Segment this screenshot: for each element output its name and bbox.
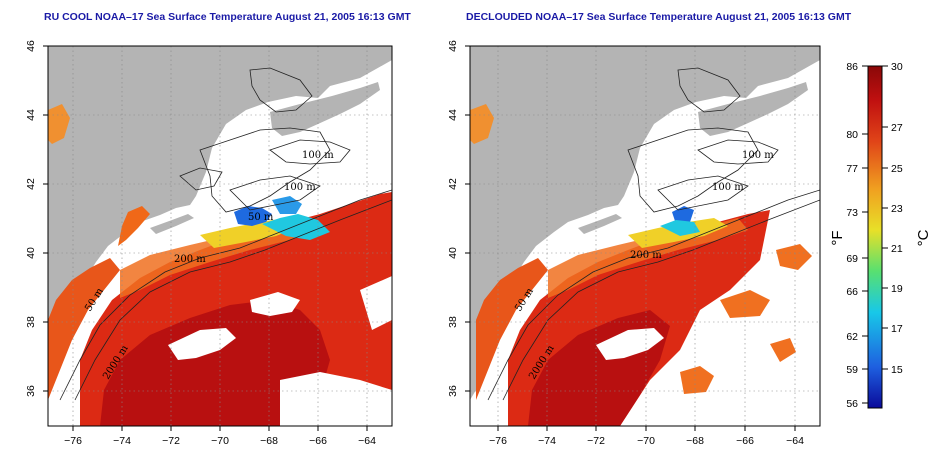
x-tick-label: −74: [113, 435, 131, 447]
shelf-orange: [548, 218, 748, 298]
x-tick-label: −70: [211, 435, 229, 447]
colorbar-f-label: 77: [846, 163, 858, 175]
cloud-gap: [250, 292, 300, 316]
left-map-panel: 100 m 100 m 50 m 200 m 50 m 2000 m: [25, 40, 393, 447]
y-tick-label: 36: [25, 385, 37, 397]
southwest-warm: [48, 258, 120, 400]
colorbar-c-label: 23: [891, 203, 903, 215]
x-tick-label: −72: [587, 435, 605, 447]
y-tick-label: 42: [25, 178, 37, 190]
colorbar-c-label: 21: [891, 243, 903, 255]
long-island: [150, 214, 194, 234]
contour-label: 200 m: [174, 254, 206, 265]
colorbar-c-label: 15: [891, 364, 903, 376]
x-tick-label: −68: [260, 435, 278, 447]
right-map-panel: 100 m 100 m 200 m 50 m 2000 m: [447, 40, 821, 447]
colorbar-f-label: 66: [846, 286, 858, 298]
x-tick-label: −66: [736, 435, 754, 447]
x-tick-label: −70: [637, 435, 655, 447]
contour-label: 200 m: [630, 250, 662, 261]
contour-label: 100 m: [284, 182, 316, 193]
colorbar-f-label: 62: [846, 331, 858, 343]
map-frame: [469, 45, 821, 427]
southwest-warm: [476, 258, 548, 400]
x-tick-label: −64: [786, 435, 804, 447]
x-tick-label: −64: [358, 435, 376, 447]
colorbar-c-label: 25: [891, 163, 903, 175]
contour-label: 50 m: [248, 212, 274, 223]
y-tick-label: 38: [25, 316, 37, 328]
left-map-title: RU COOL NOAA–17 Sea Surface Temperature …: [44, 11, 411, 23]
y-tick-label: 44: [447, 109, 459, 121]
land-region: [240, 46, 392, 62]
colorbar-c-label: 30: [891, 61, 903, 73]
x-tick-label: −76: [489, 435, 507, 447]
colorbar-f-label: 86: [846, 61, 858, 73]
cool-water: [660, 220, 700, 236]
cold-water: [672, 206, 694, 224]
nova-scotia: [698, 82, 808, 136]
celsius-unit: °C: [915, 229, 932, 246]
warm-patch: [470, 104, 494, 144]
y-tick-label: 40: [447, 247, 459, 259]
warm-patch: [48, 104, 70, 144]
warm-water-dark: [100, 300, 330, 426]
y-tick-label: 36: [447, 385, 459, 397]
y-tick-label: 42: [447, 178, 459, 190]
cool-water: [272, 196, 302, 214]
y-tick-label: 38: [447, 316, 459, 328]
colorbar-gradient: [867, 65, 883, 409]
long-island: [578, 214, 622, 234]
colorbar-f-label: 73: [846, 207, 858, 219]
x-tick-label: −76: [64, 435, 82, 447]
nova-scotia: [270, 82, 380, 136]
cloud-gap: [360, 276, 392, 330]
fahrenheit-unit: °F: [829, 230, 846, 245]
land-region: [48, 46, 392, 390]
land-region: [470, 46, 820, 400]
contour-label: 100 m: [712, 182, 744, 193]
cool-water: [262, 214, 330, 240]
y-tick-label: 46: [25, 40, 37, 52]
colorbar-f-label: 59: [846, 364, 858, 376]
y-tick-label: 40: [25, 247, 37, 259]
depth-contours: [487, 67, 820, 401]
offshore-patch: [680, 366, 714, 394]
warm-patch: [118, 206, 150, 246]
right-map-title: DECLOUDED NOAA–17 Sea Surface Temperatur…: [466, 11, 852, 23]
colorbar-f-label: 80: [846, 129, 858, 141]
colorbar-c-label: 17: [891, 323, 903, 335]
y-tick-label: 44: [25, 109, 37, 121]
x-tick-label: −66: [309, 435, 327, 447]
colorbar-f-label: 56: [846, 398, 858, 410]
cold-water: [234, 206, 272, 226]
colorbar-c-label: 19: [891, 283, 903, 295]
contour-label: 100 m: [742, 150, 774, 161]
colorbar-f-label: 69: [846, 253, 858, 265]
graticule: [48, 46, 392, 426]
colorbar-c-label: 27: [891, 122, 903, 134]
cloud-gap: [280, 372, 392, 426]
x-tick-label: −68: [686, 435, 704, 447]
x-tick-label: −74: [538, 435, 556, 447]
offshore-patch: [776, 244, 812, 270]
offshore-patch: [770, 338, 796, 362]
cloud-gap: [168, 328, 236, 360]
colorbar: 86 80 77 73 69 66 62 59 56 30 27 25 23 2…: [829, 61, 932, 410]
cloud-gap: [596, 328, 664, 360]
graticule: [470, 46, 820, 426]
y-tick-label: 46: [447, 40, 459, 52]
x-tick-label: −72: [162, 435, 180, 447]
